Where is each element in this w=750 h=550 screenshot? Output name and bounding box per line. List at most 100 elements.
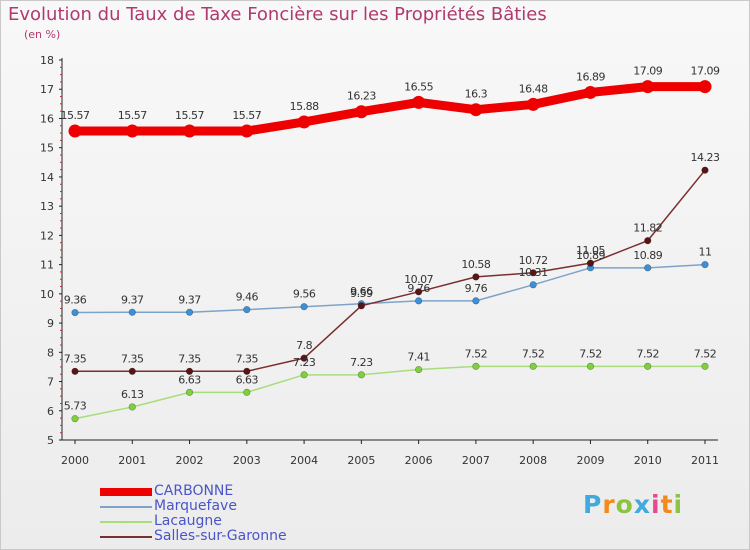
legend-item: Lacaugne bbox=[100, 514, 360, 529]
data-label: 7.52 bbox=[579, 347, 602, 360]
data-label: 7.35 bbox=[178, 352, 201, 365]
data-label: 16.89 bbox=[576, 70, 605, 83]
data-point bbox=[71, 415, 79, 423]
x-tick-label: 2011 bbox=[691, 454, 719, 467]
data-label: 15.88 bbox=[290, 100, 319, 113]
x-tick-label: 2002 bbox=[176, 454, 204, 467]
data-point bbox=[644, 237, 652, 245]
data-point bbox=[240, 124, 254, 138]
data-label: 6.63 bbox=[178, 373, 201, 386]
data-label: 7.52 bbox=[465, 347, 488, 360]
data-point bbox=[526, 97, 540, 111]
y-tick-label: 10 bbox=[40, 288, 54, 301]
y-tick-label: 5 bbox=[47, 434, 54, 447]
data-point bbox=[472, 297, 480, 305]
legend-label: Marquefave bbox=[154, 498, 237, 514]
data-point bbox=[357, 371, 365, 379]
x-tick-label: 2006 bbox=[405, 454, 433, 467]
data-point bbox=[586, 362, 595, 370]
data-point bbox=[128, 308, 136, 316]
chart-legend: CARBONNE Marquefave Lacaugne Salles-sur-Gar… bbox=[100, 484, 360, 544]
y-tick-label: 7 bbox=[47, 376, 54, 389]
data-point bbox=[243, 367, 251, 375]
data-point bbox=[185, 388, 194, 396]
data-label: 9.37 bbox=[178, 293, 201, 306]
x-tick-label: 2005 bbox=[347, 454, 375, 467]
data-point bbox=[243, 388, 251, 396]
data-point bbox=[472, 362, 480, 370]
data-point bbox=[583, 85, 597, 99]
data-point bbox=[71, 308, 79, 317]
data-label: 9.46 bbox=[236, 291, 259, 304]
data-label: 6.63 bbox=[236, 373, 259, 386]
series-line-salles-sur-garonne bbox=[74, 169, 706, 373]
data-label: 14.23 bbox=[691, 151, 720, 164]
x-tick-label: 2010 bbox=[634, 454, 662, 467]
y-tick-label: 16 bbox=[40, 112, 54, 125]
data-label: 7.35 bbox=[236, 352, 259, 365]
data-label: 7.23 bbox=[350, 356, 373, 369]
data-label: 7.35 bbox=[121, 352, 144, 365]
data-point bbox=[415, 288, 423, 296]
data-label: 15.57 bbox=[175, 109, 204, 122]
legend-label: Lacaugne bbox=[154, 513, 222, 529]
legend-swatch bbox=[100, 488, 152, 496]
data-label: 7.8 bbox=[296, 339, 312, 352]
data-label: 16.48 bbox=[519, 82, 548, 95]
y-tick-label: 18 bbox=[40, 54, 54, 67]
x-tick-label: 2003 bbox=[233, 454, 261, 467]
data-label: 11 bbox=[699, 246, 712, 259]
data-label: 10.89 bbox=[633, 249, 662, 262]
data-point bbox=[71, 367, 79, 375]
data-label: 9.56 bbox=[293, 288, 316, 301]
legend-item: Marquefave bbox=[100, 499, 360, 514]
data-label: 16.3 bbox=[465, 88, 488, 101]
data-point bbox=[415, 297, 423, 305]
proxiti-logo: Proxiti bbox=[583, 490, 684, 519]
data-label: 11.05 bbox=[576, 244, 605, 257]
data-label: 7.52 bbox=[636, 347, 659, 360]
legend-swatch bbox=[100, 536, 152, 538]
data-point bbox=[698, 80, 712, 94]
data-label: 9.37 bbox=[121, 293, 144, 306]
y-tick-label: 11 bbox=[40, 259, 54, 272]
legend-label: Salles-sur-Garonne bbox=[154, 528, 287, 544]
data-label: 7.52 bbox=[694, 347, 717, 360]
legend-swatch bbox=[100, 521, 152, 523]
y-tick-label: 15 bbox=[40, 142, 54, 155]
data-label: 9.66 bbox=[350, 285, 373, 298]
data-point bbox=[185, 308, 194, 316]
data-point bbox=[472, 273, 480, 281]
data-point bbox=[415, 365, 423, 374]
data-label: 7.23 bbox=[293, 356, 316, 369]
data-point bbox=[243, 306, 251, 314]
data-point bbox=[701, 362, 709, 370]
data-label: 15.57 bbox=[118, 109, 147, 122]
chart-subtitle: (en %) bbox=[24, 28, 61, 41]
chart-title: Evolution du Taux de Taxe Foncière sur l… bbox=[8, 4, 547, 25]
data-label: 9.76 bbox=[465, 282, 488, 295]
y-tick-label: 12 bbox=[40, 229, 54, 242]
data-label: 11.82 bbox=[633, 222, 662, 235]
data-point bbox=[644, 264, 652, 272]
data-label: 5.73 bbox=[64, 400, 87, 413]
x-tick-label: 2000 bbox=[61, 454, 89, 467]
data-point bbox=[354, 105, 368, 119]
data-point bbox=[701, 261, 709, 269]
data-label: 15.57 bbox=[61, 109, 90, 122]
data-point bbox=[529, 269, 537, 277]
data-label: 10.72 bbox=[519, 254, 548, 267]
data-point bbox=[644, 362, 652, 370]
data-label: 10.31 bbox=[519, 266, 548, 279]
data-label: 10.07 bbox=[404, 273, 433, 286]
data-label: 7.35 bbox=[64, 352, 87, 365]
data-point bbox=[185, 367, 194, 375]
data-label: 6.13 bbox=[121, 388, 144, 401]
data-label: 9.36 bbox=[64, 294, 87, 307]
data-label: 7.41 bbox=[407, 351, 430, 364]
y-tick-label: 9 bbox=[47, 317, 54, 330]
data-point bbox=[128, 403, 136, 411]
data-point bbox=[701, 166, 709, 174]
x-tick-label: 2007 bbox=[462, 454, 490, 467]
